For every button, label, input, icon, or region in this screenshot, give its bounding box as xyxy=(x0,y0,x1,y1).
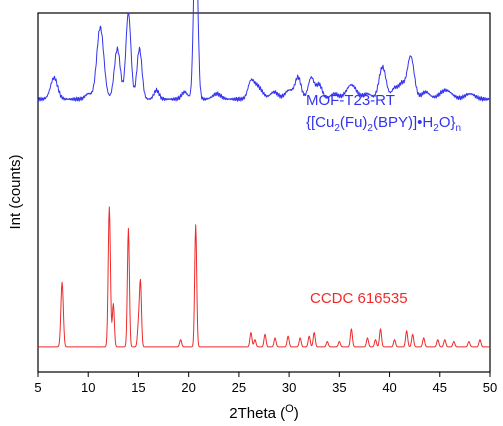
x-tick-label: 30 xyxy=(282,380,296,395)
formula-sub4: n xyxy=(456,123,462,134)
plot-frame xyxy=(37,12,491,373)
x-tick-label: 35 xyxy=(332,380,346,395)
formula-sub3: 2 xyxy=(433,123,439,134)
x-tick-label: 25 xyxy=(232,380,246,395)
series-line-ccdc xyxy=(38,206,490,348)
x-tick-label: 10 xyxy=(81,380,95,395)
x-tick-label: 20 xyxy=(181,380,195,395)
x-tick-label: 50 xyxy=(483,380,497,395)
series-layer xyxy=(37,0,491,348)
x-axis-title: 2Theta (O) xyxy=(229,403,298,422)
formula-sub1: 2 xyxy=(334,123,340,134)
series-formula-mof: {[Cu2(Fu)2(BPY)]•H2O}n xyxy=(306,114,461,134)
y-axis-title: Int (counts) xyxy=(7,154,24,229)
series-label-ccdc: CCDC 616535 xyxy=(310,290,408,307)
x-tick-label: 5 xyxy=(34,380,41,395)
x-axis-title-main: 2Theta ( xyxy=(229,405,285,422)
series-line-mof xyxy=(37,0,491,102)
formula-part-mid1: (Fu) xyxy=(340,114,368,131)
formula-part-mid3: O} xyxy=(439,114,456,131)
series-label-mof: MOF-T23-RT xyxy=(306,92,395,109)
formula-part-open: {[Cu xyxy=(306,114,334,131)
x-axis-ticks: 5 10 15 20 25 30 35 40 45 50 xyxy=(34,372,497,395)
x-tick-label: 40 xyxy=(382,380,396,395)
x-axis-title-superscript: O xyxy=(285,403,294,415)
x-tick-label: 45 xyxy=(433,380,447,395)
formula-sub2: 2 xyxy=(367,123,373,134)
x-tick-label: 15 xyxy=(131,380,145,395)
x-axis-title-close: ) xyxy=(294,405,299,422)
formula-part-mid2: (BPY)]•H xyxy=(373,114,433,131)
